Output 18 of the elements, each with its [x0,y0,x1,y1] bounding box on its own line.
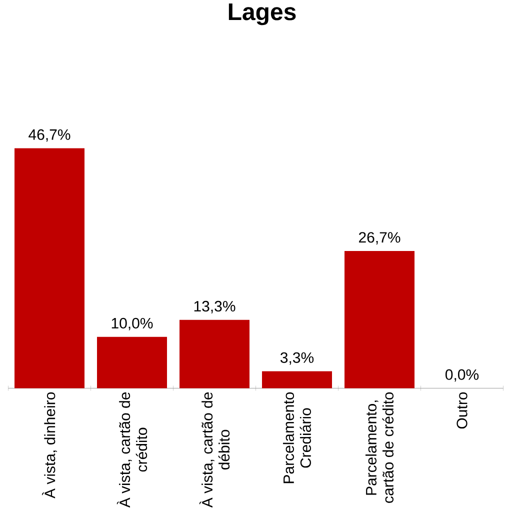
x-tick-label: Parcelamento, cartão de crédito [366,392,394,503]
bar [180,320,250,388]
data-label: 10,0% [112,318,153,330]
x-tick-label: À vista, cartão de crédito [116,392,148,508]
data-label: 13,3% [194,300,236,314]
bar [97,336,168,388]
x-tick-label: Outro [456,392,468,429]
bar [344,251,415,388]
chart-title: Lages [228,4,296,26]
data-label: 46,7% [28,129,70,142]
x-tick-label: À vista, cartão de débito [199,392,230,508]
bar [262,371,332,388]
x-tick-label: Parcelamento Crediário [282,392,312,484]
data-label: 26,7% [358,232,400,244]
data-label: 3,3% [280,352,314,365]
x-tick-label: À vista, dinheiro [42,392,57,498]
bar [14,148,84,388]
data-label: 0,0% [445,369,479,382]
